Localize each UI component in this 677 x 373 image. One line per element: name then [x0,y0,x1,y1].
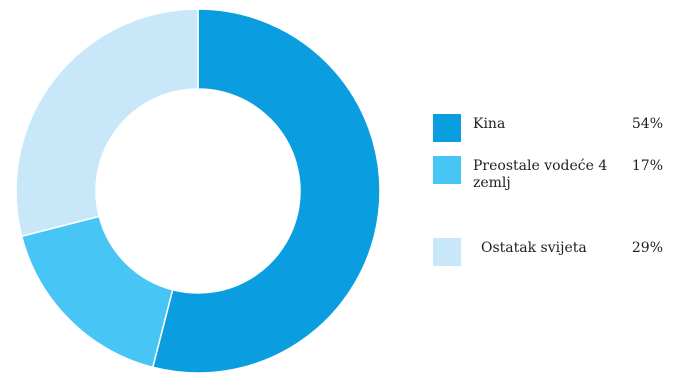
legend-item-kina: Kina 54% [433,114,677,154]
legend-value-ostatak: 29% [631,240,663,256]
legend-swatch-preostale [433,156,461,184]
legend-value-preostale: 17% [631,158,663,174]
legend-swatch-ostatak [433,238,461,266]
donut-slice-ostatak [15,8,199,238]
legend-value-kina: 54% [631,116,663,132]
legend-swatch-kina [433,114,461,142]
legend-item-preostale: Preostale vodeće 4 zemlj 17% [433,156,677,196]
legend-label-ostatak: Ostatak svijeta [481,240,587,256]
legend-label-kina: Kina [473,116,506,132]
donut-chart [15,8,381,373]
donut-slice-preostale [20,215,174,369]
legend-item-ostatak: Ostatak svijeta 29% [433,238,677,278]
legend-label-preostale: Preostale vodeće 4 zemlj [473,158,608,191]
